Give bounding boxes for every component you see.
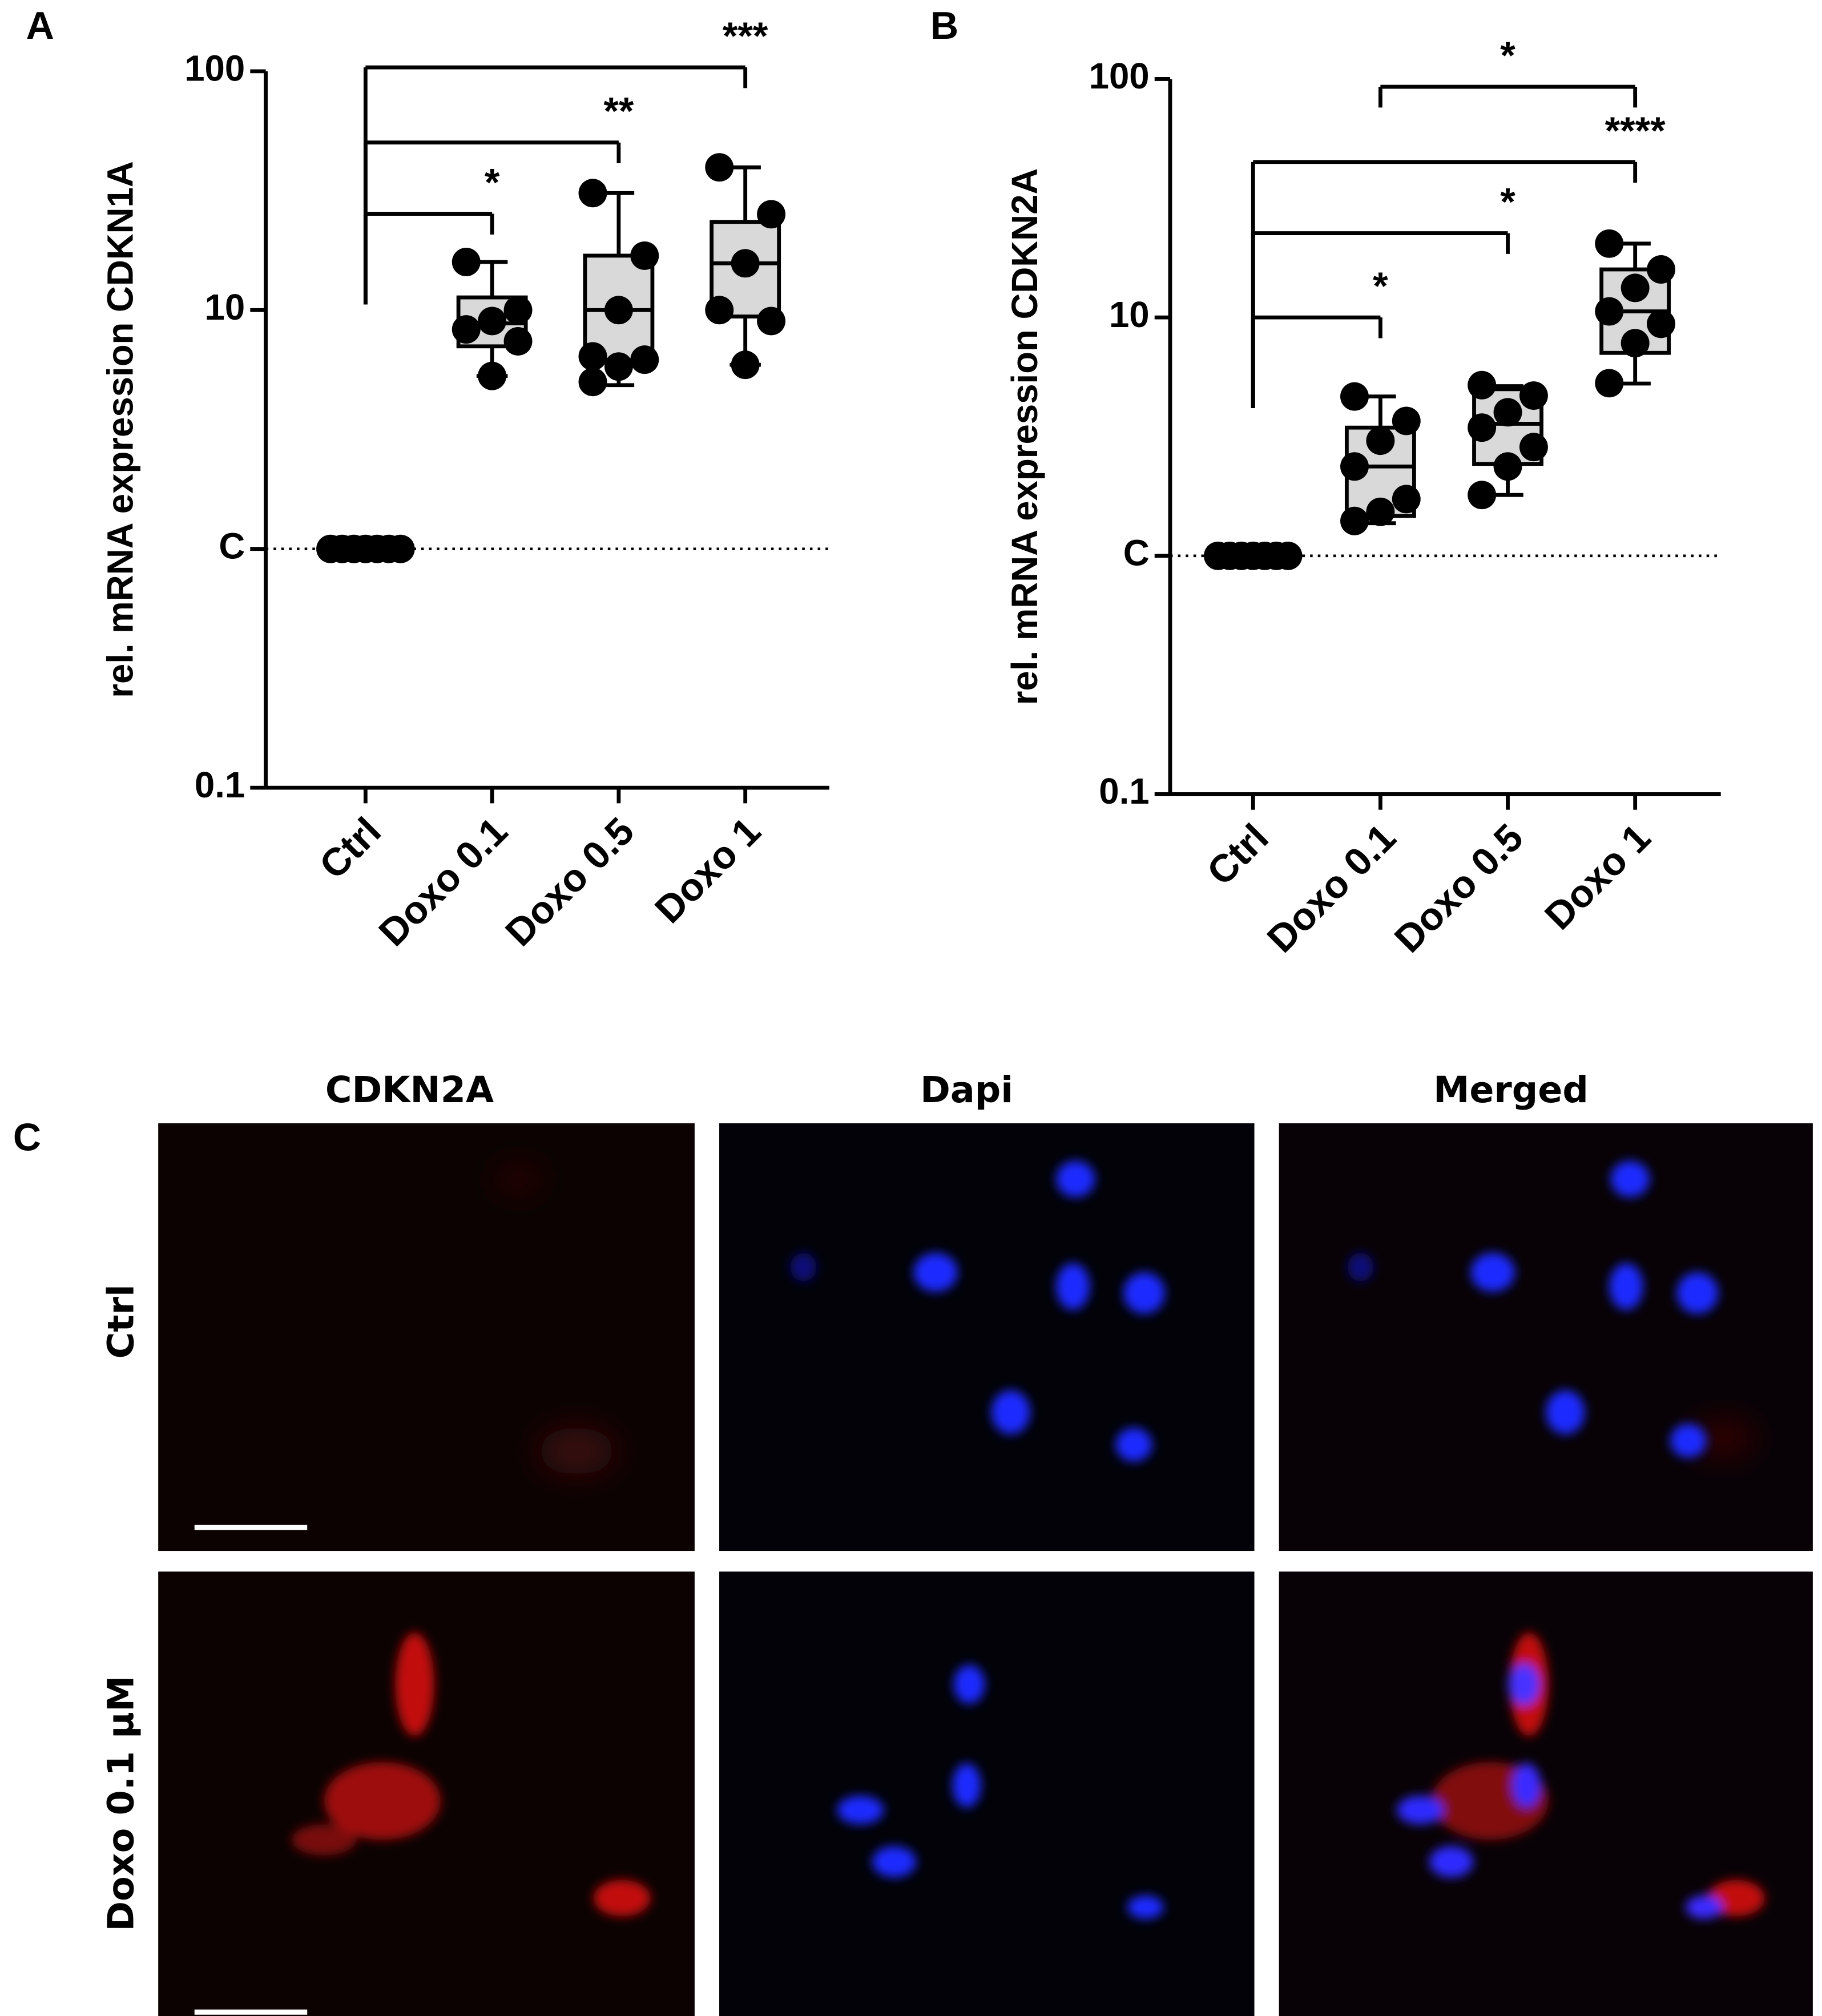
column-title: Dapi [920,1069,1013,1111]
point [1493,452,1522,481]
point [1519,433,1548,462]
point [1647,255,1676,284]
x-tick-label: Doxo 0.5 [497,809,642,954]
x-tick-label: Doxo 0.1 [370,809,515,954]
stain [492,1163,616,1475]
y-tick-label: 0.1 [195,765,245,805]
image [1279,1123,1813,1551]
point [578,368,607,397]
point [1392,406,1421,436]
point [1621,329,1650,358]
point [452,248,481,276]
y-tick-label: 10 [205,287,245,328]
column-title: Merged [1433,1069,1589,1111]
point [705,296,734,325]
point [1621,273,1650,303]
panel-label: B [930,4,958,47]
significance-label: *** [723,14,768,58]
point [578,342,607,371]
stain [291,1632,651,1917]
micrographs [158,1123,1813,2016]
y-tick-label: 100 [184,49,245,89]
point [1366,426,1395,455]
significance-label: **** [1605,109,1666,152]
point [1493,398,1522,427]
y-tick-label: C [1123,533,1150,574]
nuclei [837,1664,1164,1919]
point [578,179,607,208]
point [478,307,507,336]
y-tick-label: 100 [1089,56,1150,96]
point [1273,541,1303,570]
point [452,315,481,344]
stain [1691,1418,1756,1458]
row-label: Doxo 0.1 µM [99,1676,142,1932]
point [630,345,659,374]
significance-label: * [485,161,500,204]
y-axis-title: rel. mRNA expression CDKN2A [1005,168,1045,705]
y-tick-label: C [219,526,245,566]
point [1468,481,1497,510]
point [731,350,760,380]
significance-label: * [1500,180,1515,224]
nuclei [1347,1160,1719,1458]
x-tick-label: Ctrl [311,809,389,888]
point [604,296,633,325]
panel-label: A [26,4,54,47]
y-tick-label: 10 [1109,295,1150,335]
nuclei [790,1160,1165,1462]
overlay [1397,1632,1765,1919]
point [478,361,507,390]
point [731,249,760,278]
point [1340,452,1369,481]
x-tick-label: Doxo 0.1 [1259,816,1404,961]
image [158,1123,695,1551]
y-axis-title: rel. mRNA expression CDKN1A [100,161,141,698]
point [1340,382,1369,411]
image [719,1123,1255,1551]
point [1340,506,1369,535]
row-label: Ctrl [99,1284,142,1358]
point [1468,413,1497,442]
panel-label: C [13,1116,41,1159]
x-tick-label: Doxo 1 [647,809,769,932]
point [503,327,533,356]
significance-label: ** [603,90,634,133]
point [1647,309,1676,338]
point [757,307,786,336]
point [1468,370,1497,400]
point [1595,297,1624,326]
image [719,1571,1255,2016]
point [705,153,734,182]
y-tick-label: 0.1 [1099,771,1149,812]
point [757,200,786,229]
point [1519,381,1548,410]
point [386,534,415,563]
point [1366,497,1395,526]
x-tick-label: Ctrl [1199,816,1277,894]
point [1392,485,1421,514]
significance-label: * [1373,264,1388,308]
point [503,296,533,325]
significance-label: * [1500,34,1515,77]
point [1595,369,1624,398]
column-title: CDKN2A [325,1069,494,1111]
x-tick-label: Doxo 0.5 [1386,816,1531,961]
x-tick-label: Doxo 1 [1537,816,1659,938]
point [630,241,659,270]
point [1595,229,1624,258]
point [604,352,633,381]
